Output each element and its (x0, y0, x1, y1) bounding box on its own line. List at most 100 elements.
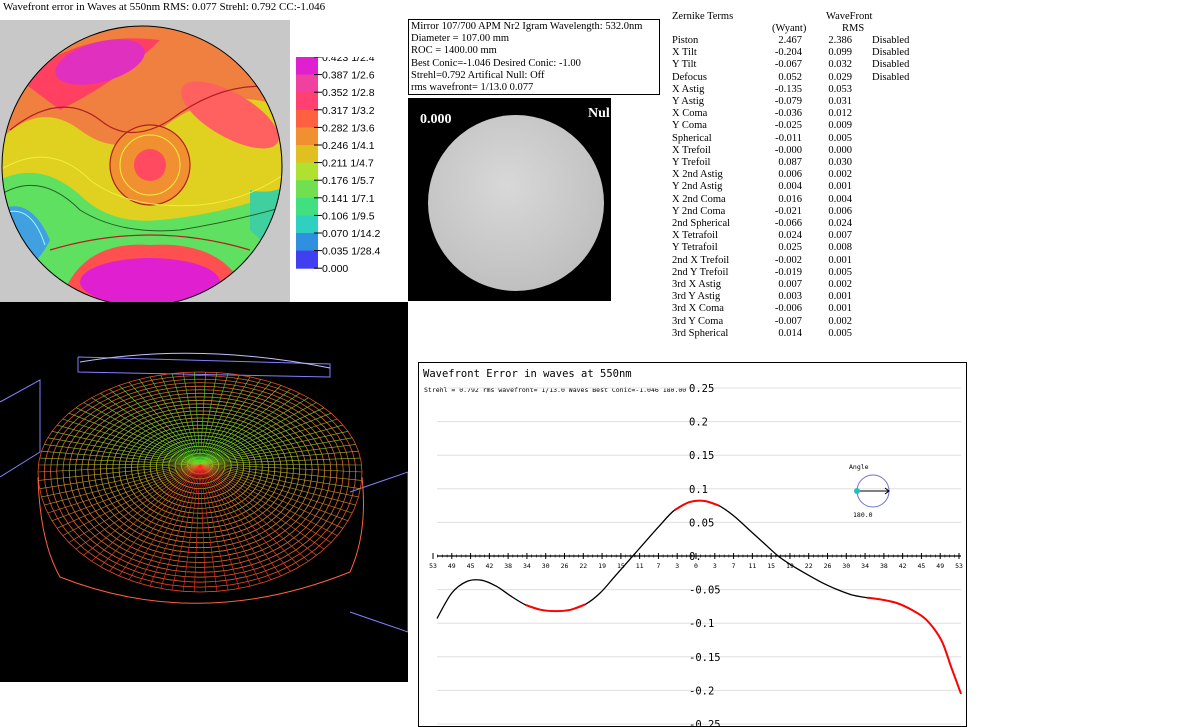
mesh-spoke (83, 402, 201, 465)
zernike-wyant-cell: -0.002 (774, 254, 802, 266)
zernike-name-cell: 3rd Y Astig (672, 291, 721, 303)
profile-chart: 0.25 0.2 0.15 0.1 0.05 0. -0.05 -0.1 -0.15 -0.2 -0… (429, 383, 963, 726)
mesh-spoke (199, 463, 291, 572)
chart-title: Wavefront Error in waves at 550nm (423, 368, 632, 380)
surface-3d-view (0, 302, 409, 682)
profile-highlight (673, 499, 720, 512)
zernike-rms-cell: 0.001 (828, 303, 852, 315)
zernike-name-cell: Y 2nd Astig (672, 181, 723, 193)
zernike-header-terms: Zernike Terms (672, 11, 734, 22)
mesh-spoke (199, 463, 344, 529)
info-line-conic: Best Conic=-1.046 Desired Conic: -1.00 (411, 57, 581, 69)
angle-label: Angle (849, 463, 869, 471)
mesh-spoke (41, 450, 201, 465)
mesh-spoke (128, 381, 201, 465)
color-scale: 0.423 1/2.4 0.387 1/2.6 0.352 1/2.8 0.317 1… (296, 52, 406, 292)
zernike-header-wavefront: WaveFront (826, 11, 873, 22)
mesh-spoke (199, 463, 361, 489)
mesh-spoke (199, 424, 344, 465)
x-tick-label: 45 (467, 562, 475, 570)
info-line-strehl: Strehl=0.792 Artifical Null: Off (411, 69, 545, 81)
zernike-name-cell: X 2nd Coma (672, 193, 726, 205)
surface-3d-mesh (0, 352, 409, 633)
window-title: Wavefront error in Waves at 550nm RMS: 0… (3, 1, 326, 13)
zernike-name-cell: Piston (672, 35, 699, 46)
zernike-wyant-cell: 0.087 (778, 157, 802, 168)
mesh-spoke (109, 388, 201, 465)
scale-swatch (296, 74, 318, 93)
x-tick-label: 7 (656, 562, 660, 570)
mesh-spoke (51, 431, 201, 465)
scale-swatch (296, 180, 318, 199)
zernike-name-cell: Y Tilt (672, 59, 697, 71)
mesh-spoke (199, 379, 261, 465)
x-tick-label: 26 (561, 562, 569, 570)
scale-label: 0.070 1/14.2 (322, 228, 381, 240)
x-tick-label: 42 (485, 562, 493, 570)
mesh-spoke (199, 412, 332, 465)
x-tick-label: 22 (579, 562, 587, 570)
mesh-spoke (139, 379, 201, 465)
zernike-rms-cell: 0.002 (828, 315, 852, 327)
info-line-roc: ROC = 1400.00 mm (411, 45, 497, 57)
angle-handle[interactable] (854, 488, 860, 494)
scale-label: 0.387 1/2.6 (322, 70, 375, 82)
zernike-wyant-cell: -0.066 (774, 218, 802, 229)
zernike-name-cell: Y Astig (672, 96, 704, 107)
mesh-spoke (39, 463, 201, 489)
zernike-name-cell: Y 2nd Coma (672, 205, 726, 217)
zernike-wyant-cell: 0.003 (778, 291, 802, 303)
mesh-spoke (199, 392, 300, 465)
chart-subtitle: Strehl = 0.792 rms wavefront= 1/13.0 Wav… (424, 386, 687, 394)
x-tick-label: 26 (824, 562, 832, 570)
mesh-spoke (199, 397, 309, 465)
mesh-spoke (75, 407, 201, 465)
y-tick-label: -0.05 (689, 585, 721, 597)
x-tick-label: 53 (955, 562, 963, 570)
y-tick-label: 0. (689, 551, 702, 563)
mesh-spoke (199, 463, 359, 498)
zernike-header-wyant: (Wyant) (772, 23, 807, 34)
zernike-name-cell: 3rd X Astig (672, 279, 722, 290)
x-tick-label: 45 (918, 562, 926, 570)
zernike-name-cell: Y Tetrafoil (672, 242, 718, 254)
zernike-rms-cell: 0.024 (828, 218, 852, 229)
mesh-spoke (199, 463, 338, 536)
mesh-spoke (56, 463, 201, 529)
x-tick-label: 34 (861, 562, 869, 570)
scale-swatch (296, 57, 318, 76)
mesh-spoke (171, 373, 201, 465)
x-tick-label: 3 (713, 562, 717, 570)
zernike-wyant-cell: -0.025 (774, 120, 802, 132)
mesh-spoke (199, 372, 206, 465)
mesh-spoke (83, 463, 201, 556)
zernike-wyant-cell: 0.016 (778, 193, 802, 205)
scale-swatch (296, 250, 318, 269)
zernike-name-cell: X Coma (672, 108, 708, 120)
scale-label: 0.246 1/4.1 (322, 140, 375, 152)
mesh-spoke (194, 463, 201, 592)
zernike-rms-cell: 0.005 (828, 132, 852, 144)
zernike-rms-cell: 0.007 (828, 230, 852, 242)
x-tick-label: 30 (542, 562, 550, 570)
zernike-wyant-cell: 0.024 (778, 230, 802, 242)
mesh-spoke (100, 463, 201, 567)
zernike-rms-cell: 0.004 (828, 193, 852, 205)
zernike-rms-cell: 0.008 (828, 242, 852, 254)
mesh-spoke (199, 385, 282, 465)
mesh-spoke (149, 463, 201, 587)
mesh-spoke (160, 463, 201, 589)
scale-label: 0.106 1/9.5 (322, 210, 375, 222)
zernike-wyant-cell: -0.021 (774, 205, 802, 217)
x-tick-label: 15 (767, 562, 775, 570)
mesh-spoke (199, 463, 317, 556)
mesh-spoke (199, 463, 362, 466)
mesh-spoke (41, 463, 201, 498)
zernike-name-cell: 2nd Y Trefoil (672, 266, 729, 278)
zernike-name-cell: 3rd X Coma (672, 303, 724, 315)
mesh-spoke (44, 444, 201, 465)
scale-label: 0.282 1/3.6 (322, 122, 375, 134)
mesh-spoke (118, 385, 201, 465)
mesh-rim (37, 476, 364, 604)
mesh-spoke (199, 463, 362, 481)
